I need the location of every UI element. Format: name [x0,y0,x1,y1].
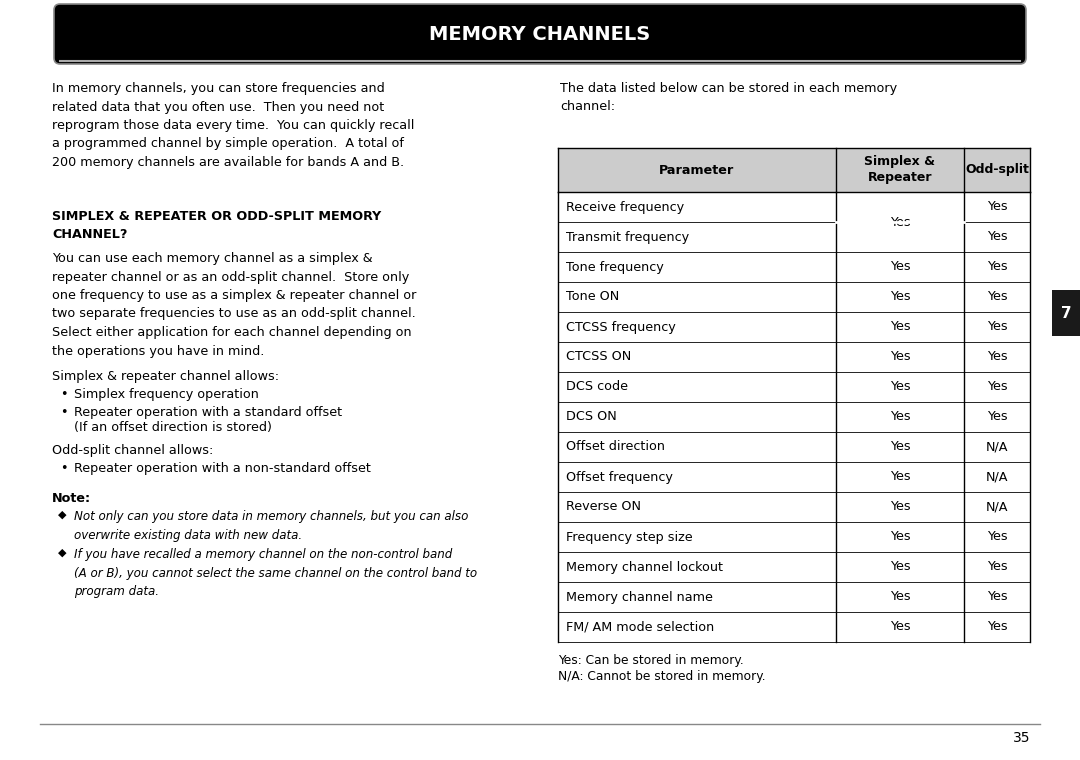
Text: •: • [60,462,67,475]
Text: Simplex & repeater channel allows:: Simplex & repeater channel allows: [52,370,279,383]
Text: Not only can you store data in memory channels, but you can also
overwrite exist: Not only can you store data in memory ch… [75,510,469,541]
Text: Frequency step size: Frequency step size [566,530,692,543]
Text: Yes: Can be stored in memory.: Yes: Can be stored in memory. [558,654,744,667]
FancyBboxPatch shape [1052,290,1080,336]
Text: Yes: Yes [890,290,910,303]
Text: Yes: Yes [890,216,910,229]
Text: N/A: N/A [986,470,1009,483]
Text: Yes: Yes [890,381,910,394]
Text: •: • [60,388,67,401]
Text: Yes: Yes [987,591,1008,603]
Text: Yes: Yes [890,350,910,363]
Text: N/A: N/A [986,501,1009,514]
Text: Yes: Yes [890,441,910,454]
FancyBboxPatch shape [558,582,1030,612]
Text: Reverse ON: Reverse ON [566,501,642,514]
Text: Yes: Yes [987,261,1008,274]
Text: In memory channels, you can store frequencies and
related data that you often us: In memory channels, you can store freque… [52,82,415,169]
Text: Offset direction: Offset direction [566,441,665,454]
FancyBboxPatch shape [558,522,1030,552]
Text: Odd-split channel allows:: Odd-split channel allows: [52,444,214,457]
Text: Yes: Yes [890,501,910,514]
Text: 7: 7 [1061,306,1071,321]
Text: If you have recalled a memory channel on the non-control band
(A or B), you cann: If you have recalled a memory channel on… [75,548,477,598]
Text: Yes: Yes [987,230,1008,243]
FancyBboxPatch shape [558,282,1030,312]
Text: MEMORY CHANNELS: MEMORY CHANNELS [430,24,650,43]
Text: Yes: Yes [987,561,1008,574]
Text: Simplex &
Repeater: Simplex & Repeater [864,156,935,185]
Text: DCS ON: DCS ON [566,410,617,423]
Text: •: • [60,406,67,419]
Text: Odd-split: Odd-split [966,163,1029,176]
Text: Yes: Yes [890,591,910,603]
Text: ◆: ◆ [58,510,67,520]
Text: Tone frequency: Tone frequency [566,261,664,274]
Text: Transmit frequency: Transmit frequency [566,230,689,243]
Text: Memory channel lockout: Memory channel lockout [566,561,723,574]
FancyBboxPatch shape [558,402,1030,432]
Text: CTCSS frequency: CTCSS frequency [566,321,676,334]
FancyBboxPatch shape [558,252,1030,282]
Text: FM/ AM mode selection: FM/ AM mode selection [566,620,714,634]
Text: CTCSS ON: CTCSS ON [566,350,631,363]
Text: Yes: Yes [890,470,910,483]
FancyBboxPatch shape [558,148,1030,192]
Text: N/A: Cannot be stored in memory.: N/A: Cannot be stored in memory. [558,670,766,683]
FancyBboxPatch shape [558,492,1030,522]
Text: Repeater operation with a non-standard offset: Repeater operation with a non-standard o… [75,462,370,475]
Text: The data listed below can be stored in each memory
channel:: The data listed below can be stored in e… [561,82,897,113]
FancyBboxPatch shape [558,432,1030,462]
Text: Parameter: Parameter [660,163,734,176]
Text: SIMPLEX & REPEATER OR ODD-SPLIT MEMORY: SIMPLEX & REPEATER OR ODD-SPLIT MEMORY [52,210,381,223]
Text: Offset frequency: Offset frequency [566,470,673,483]
Text: Yes: Yes [890,321,910,334]
Text: N/A: N/A [986,441,1009,454]
Text: You can use each memory channel as a simplex &
repeater channel or as an odd-spl: You can use each memory channel as a sim… [52,252,417,357]
Text: Tone ON: Tone ON [566,290,619,303]
Text: Yes: Yes [987,350,1008,363]
Text: Yes: Yes [987,381,1008,394]
Text: Yes: Yes [890,620,910,634]
FancyBboxPatch shape [558,222,1030,252]
FancyBboxPatch shape [558,312,1030,342]
Text: Yes: Yes [987,201,1008,214]
FancyBboxPatch shape [558,192,1030,222]
Text: ◆: ◆ [58,548,67,558]
Text: Yes: Yes [987,321,1008,334]
Text: Yes: Yes [890,530,910,543]
Text: CHANNEL?: CHANNEL? [52,228,127,241]
Text: DCS code: DCS code [566,381,627,394]
Text: 35: 35 [1013,731,1030,745]
Text: (If an offset direction is stored): (If an offset direction is stored) [75,421,272,434]
FancyBboxPatch shape [558,552,1030,582]
FancyBboxPatch shape [558,372,1030,402]
Text: Yes: Yes [890,561,910,574]
Text: Receive frequency: Receive frequency [566,201,684,214]
Text: Repeater operation with a standard offset: Repeater operation with a standard offse… [75,406,342,419]
Text: Simplex frequency operation: Simplex frequency operation [75,388,259,401]
Text: Yes: Yes [987,410,1008,423]
Text: Yes: Yes [987,290,1008,303]
Text: Yes: Yes [987,530,1008,543]
Text: Memory channel name: Memory channel name [566,591,713,603]
Text: Note:: Note: [52,492,91,505]
Text: Yes: Yes [890,410,910,423]
Text: Yes: Yes [987,620,1008,634]
FancyBboxPatch shape [54,4,1026,64]
FancyBboxPatch shape [558,462,1030,492]
FancyBboxPatch shape [558,612,1030,642]
Text: Yes: Yes [890,261,910,274]
FancyBboxPatch shape [558,342,1030,372]
